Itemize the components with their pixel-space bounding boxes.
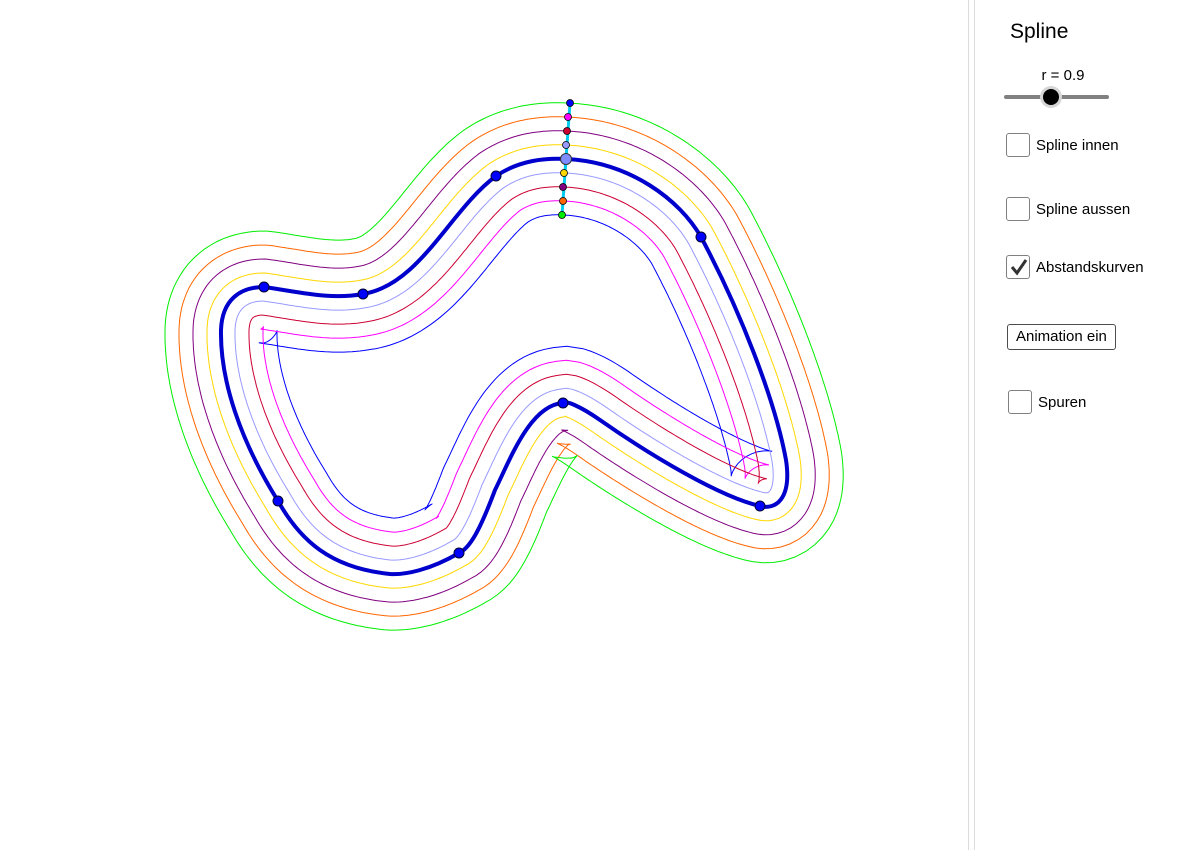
offset-point-6 bbox=[559, 183, 567, 191]
checkbox-box[interactable] bbox=[1008, 390, 1032, 414]
offset-point-3 bbox=[563, 127, 571, 135]
offset-curve-1 bbox=[258, 214, 773, 519]
control-point-3[interactable] bbox=[490, 170, 502, 182]
offset-curve-2 bbox=[260, 200, 770, 533]
checkbox-spuren[interactable]: Spuren bbox=[1008, 390, 1086, 414]
checkbox-spline-innen[interactable]: Spline innen bbox=[1006, 133, 1119, 157]
control-point-4[interactable] bbox=[695, 231, 707, 243]
checkmark-icon bbox=[1010, 259, 1028, 276]
control-points[interactable] bbox=[258, 170, 766, 559]
control-point-6[interactable] bbox=[557, 397, 569, 409]
main-spline-curve[interactable] bbox=[218, 156, 790, 577]
checkbox-label: Abstandskurven bbox=[1036, 258, 1144, 276]
slider-knob[interactable] bbox=[1043, 89, 1060, 105]
slider-label: r = 0.9 bbox=[1041, 67, 1085, 84]
algebra-panel: Spline r = 0.9 Spline innen Spline ausse… bbox=[976, 0, 1200, 850]
checkbox-box[interactable] bbox=[1006, 197, 1030, 221]
curve-point[interactable] bbox=[560, 153, 572, 165]
checkbox-label: Spuren bbox=[1038, 393, 1087, 411]
checkbox-spline-aussen[interactable]: Spline aussen bbox=[1006, 197, 1130, 221]
checkbox-box[interactable] bbox=[1006, 133, 1030, 157]
offset-curves bbox=[164, 102, 844, 631]
control-point-7[interactable] bbox=[453, 547, 465, 559]
checkbox-box[interactable] bbox=[1006, 255, 1030, 279]
checkbox-label: Spline innen bbox=[1036, 136, 1119, 154]
panel-title: Spline bbox=[1010, 20, 1069, 43]
checkbox-label: Spline aussen bbox=[1036, 200, 1131, 218]
offset-point-8 bbox=[558, 211, 566, 219]
offset-curve-4 bbox=[234, 172, 774, 561]
offset-curve-8 bbox=[164, 102, 844, 631]
offset-point-2 bbox=[564, 113, 572, 121]
animation-button[interactable]: Animation ein bbox=[1007, 324, 1116, 350]
control-point-8[interactable] bbox=[272, 495, 284, 507]
control-point-5[interactable] bbox=[754, 500, 766, 512]
spline-plot[interactable] bbox=[0, 0, 968, 850]
control-point-1[interactable] bbox=[258, 281, 270, 293]
offset-point-4 bbox=[562, 141, 570, 149]
graphics-view[interactable] bbox=[0, 0, 968, 850]
control-point-2[interactable] bbox=[357, 288, 369, 300]
panel-divider[interactable] bbox=[968, 0, 975, 850]
offset-point-5 bbox=[560, 169, 568, 177]
offset-curve-7 bbox=[178, 116, 830, 617]
checkbox-abstandskurven[interactable]: Abstandskurven bbox=[1006, 255, 1144, 279]
offset-curve-6 bbox=[192, 130, 816, 603]
offset-curve-5 bbox=[206, 144, 802, 589]
offset-point-7 bbox=[559, 197, 567, 205]
offset-curve-3 bbox=[248, 186, 767, 547]
offset-points bbox=[558, 99, 574, 219]
offset-point-1 bbox=[566, 99, 574, 107]
